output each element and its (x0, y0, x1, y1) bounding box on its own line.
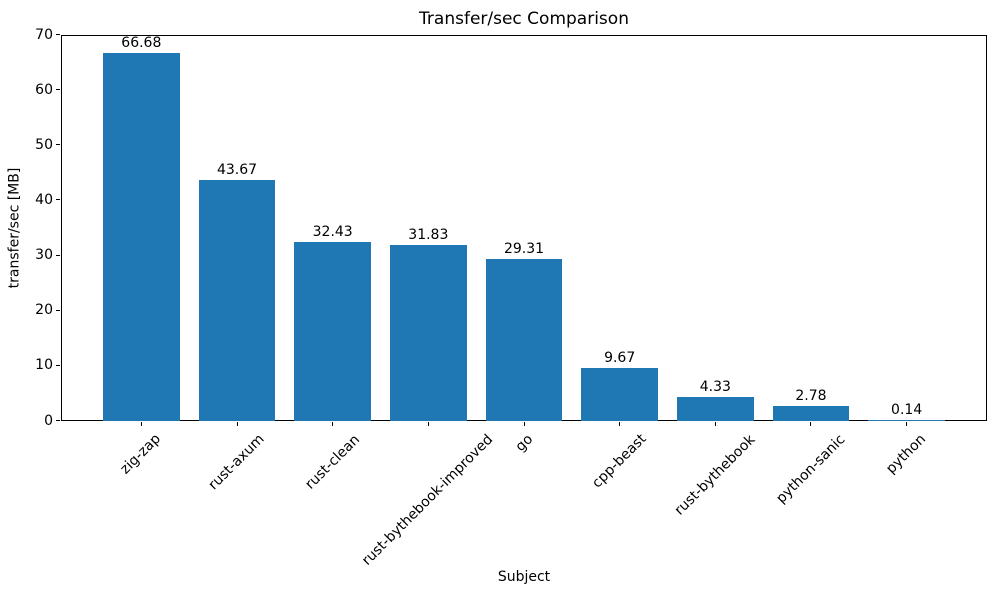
bar-rust-bythebook (677, 397, 754, 421)
x-tick (523, 422, 525, 426)
y-tick-label: 40 (35, 191, 53, 208)
x-tick-label: go (512, 431, 536, 455)
x-tick-label: rust-axum (205, 431, 268, 494)
x-tick (332, 422, 334, 426)
x-tick-label: rust-bythebook (671, 431, 759, 519)
bar-value-label: 29.31 (503, 241, 545, 257)
bar-value-label: 66.68 (121, 35, 162, 51)
x-axis-label: Subject (497, 569, 551, 585)
x-tick (140, 422, 142, 426)
y-tick (56, 254, 60, 256)
y-tick-label: 70 (35, 26, 53, 43)
x-tick-label: python-sanic (773, 431, 849, 507)
bar-rust-bythebook-improved (390, 245, 467, 421)
x-tick-label: cpp-beast (589, 431, 650, 492)
x-tick (714, 422, 716, 426)
y-tick (56, 89, 60, 91)
y-tick-label: 20 (35, 302, 53, 319)
y-tick-label: 60 (35, 81, 53, 98)
y-tick (56, 309, 60, 311)
x-tick (236, 422, 238, 426)
y-tick-label: 10 (35, 357, 53, 374)
x-tick (906, 422, 908, 426)
x-tick (810, 422, 812, 426)
chart-title: Transfer/sec Comparison (419, 9, 629, 29)
y-tick-label: 30 (35, 247, 53, 264)
bar-python (868, 420, 945, 421)
y-tick (56, 34, 60, 35)
x-tick (619, 422, 621, 426)
bar-rust-axum (198, 180, 276, 421)
y-tick (56, 199, 60, 201)
bar-rust-clean (294, 242, 371, 421)
bar-python-sanic (772, 406, 850, 421)
y-tick (56, 364, 60, 366)
bar-zig-zap (103, 53, 180, 421)
bar-cpp-beast (581, 368, 658, 421)
y-axis-label: transfer/sec [MB] (6, 167, 23, 289)
bar-value-label: 32.43 (312, 224, 353, 240)
bar-value-label: 31.83 (408, 227, 449, 243)
bar-value-label: 43.67 (216, 162, 258, 178)
bar-value-label: 9.67 (604, 350, 636, 366)
bar-go (485, 259, 563, 421)
bar-value-label: 4.33 (699, 379, 731, 395)
x-tick-label: rust-bythebook-improved (359, 431, 497, 569)
y-tick (56, 420, 60, 421)
y-tick (56, 144, 60, 146)
bar-value-label: 2.78 (795, 388, 827, 404)
x-tick-label: zig-zap (117, 431, 165, 478)
x-tick (427, 422, 429, 426)
x-tick-label: python (883, 431, 930, 478)
x-tick-label: rust-clean (301, 431, 363, 493)
bar-value-label: 0.14 (891, 402, 923, 418)
y-tick-label: 50 (35, 136, 53, 153)
y-tick-label: 0 (44, 412, 53, 429)
